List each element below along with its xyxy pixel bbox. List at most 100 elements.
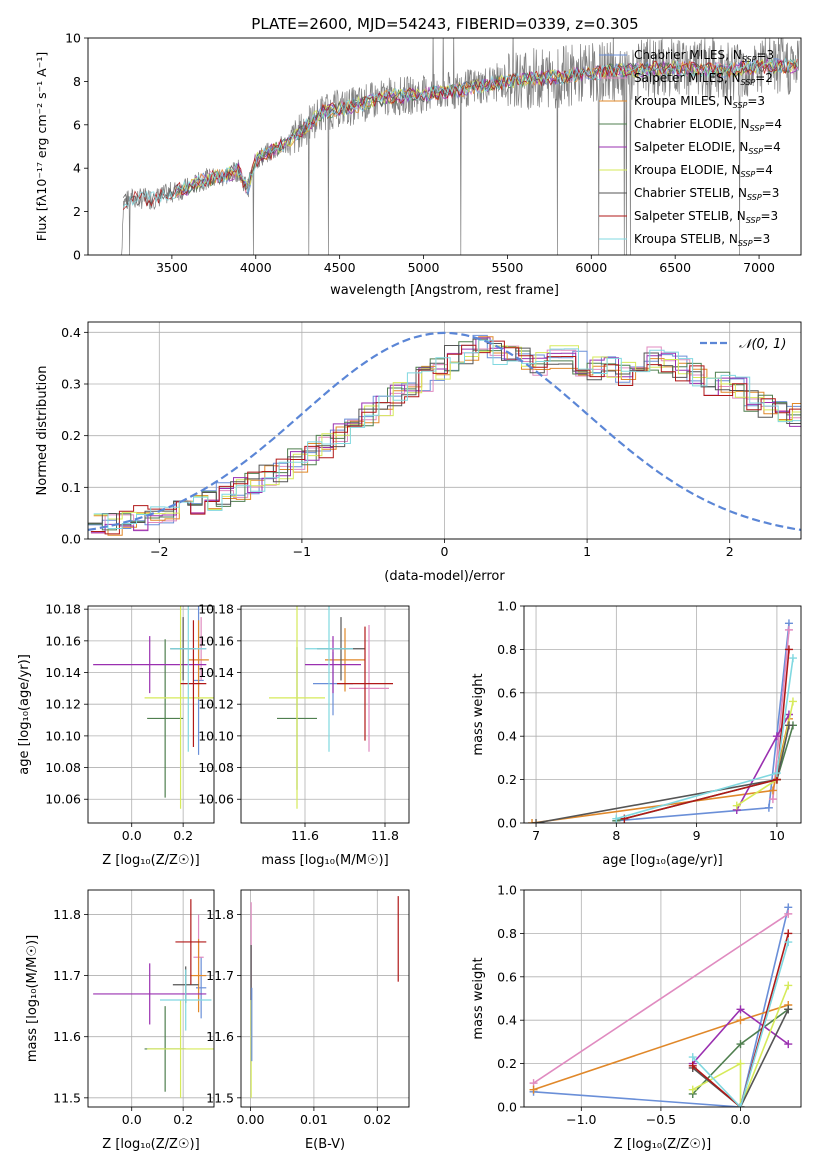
- x-tick-label: −0.5: [646, 1112, 676, 1127]
- mass-weight-marker: [612, 814, 621, 823]
- normal-distribution-curve: [88, 331, 801, 531]
- legend-label: Kroupa MILES, NSSP=3: [634, 94, 765, 110]
- y-axis-label: Normed distribution: [35, 366, 50, 496]
- x-tick-label: 6000: [575, 260, 607, 275]
- axes-frame: [87, 321, 802, 540]
- y-tick-label: 10.12: [198, 697, 234, 712]
- x-tick-label: 2: [726, 544, 734, 559]
- mass-weight-line: [772, 629, 790, 800]
- y-tick-label: 10.16: [45, 633, 81, 648]
- model-spectrum-line: [174, 58, 798, 196]
- axes-frame: [87, 889, 215, 1108]
- mass-weight-marker: [736, 1005, 745, 1014]
- y-tick-label: 0.0: [61, 532, 81, 547]
- x-tick-label: 11.6: [291, 828, 319, 843]
- legend-label: Kroupa STELIB, NSSP=3: [634, 232, 770, 248]
- mass-weight-marker: [768, 795, 777, 804]
- x-axis-label: Z [log₁₀(Z/Z☉)]: [614, 1137, 711, 1152]
- y-tick-label: 10.10: [45, 728, 81, 743]
- y-tick-label: 0.4: [497, 729, 517, 744]
- x-tick-label: 4500: [324, 260, 356, 275]
- y-tick-label: 10.08: [45, 760, 81, 775]
- y-axis-label: mass weight: [471, 673, 486, 755]
- y-tick-label: 11.5: [53, 1090, 81, 1105]
- y-axis-label: Flux [fλ10⁻¹⁷ erg cm⁻² s⁻¹ A⁻¹]: [34, 52, 49, 241]
- y-tick-label: 10.16: [198, 633, 234, 648]
- y-tick-label: 8: [73, 74, 81, 89]
- mass-weight-marker: [784, 1005, 793, 1014]
- legend-label: Salpeter STELIB, NSSP=3: [634, 209, 778, 225]
- x-tick-label: 4000: [240, 260, 272, 275]
- y-tick-label: 2: [73, 204, 81, 219]
- mass-weight-line: [692, 933, 790, 1107]
- y-tick-label: 0.8: [497, 642, 517, 657]
- mass-weight-marker: [764, 803, 773, 812]
- x-axis-label: (data-model)/error: [384, 569, 505, 584]
- y-tick-label: 10.06: [198, 792, 234, 807]
- residuals-panel: −2 −1 0 1 2 0.0 0.1 0.2 0.3 0.4 𝒩(0, 1) (data-model…: [35, 321, 802, 584]
- figure-title: PLATE=2600, MJD=54243, FIBERID=0339, z=0…: [251, 15, 638, 33]
- axes-frame: [87, 37, 802, 256]
- mass-weight-marker: [688, 1053, 697, 1062]
- legend-label: Chabrier ELODIE, NSSP=4: [634, 117, 782, 133]
- x-tick-label: 0.2: [173, 1112, 193, 1127]
- mass-weight-marker: [784, 929, 793, 938]
- y-axis-label: mass weight: [471, 957, 486, 1039]
- y-tick-label: 10.06: [45, 792, 81, 807]
- mass-weight-marker: [529, 1085, 538, 1094]
- x-tick-label: 1: [583, 544, 591, 559]
- x-tick-label: 7: [532, 828, 540, 843]
- residual-histogram-step: [93, 339, 801, 529]
- x-tick-label: 5000: [408, 260, 440, 275]
- mass-weight-marker: [688, 1061, 697, 1070]
- x-tick-label: 11.8: [371, 828, 399, 843]
- y-axis-label: age [log₁₀(age/yr)]: [17, 654, 32, 775]
- y-tick-label: 10.12: [45, 697, 81, 712]
- weight-vs-age-panel: 7 8 9 10 0.0 0.2 0.4 0.6 0.8 1.0 age [log₁₀(age/yr…: [471, 599, 802, 868]
- y-tick-label: 0.0: [497, 1100, 517, 1115]
- mass-weight-marker: [784, 721, 793, 730]
- x-tick-label: −1: [293, 544, 311, 559]
- axes-frame: [87, 605, 215, 824]
- y-tick-label: 11.7: [53, 968, 81, 983]
- y-tick-label: 11.8: [206, 907, 234, 922]
- y-tick-label: 1.0: [497, 599, 517, 614]
- y-tick-label: 0.4: [497, 1013, 517, 1028]
- mass-weight-marker: [736, 1040, 745, 1049]
- x-tick-label: 9: [693, 828, 701, 843]
- x-tick-label: 7000: [743, 260, 775, 275]
- mass-vs-ebv-panel: 0.00 0.01 0.02 11.5 11.6 11.7 11.8 E(B-V): [206, 889, 410, 1152]
- residual-histogram-step: [90, 337, 801, 533]
- y-tick-label: 0.4: [61, 325, 81, 340]
- legend-label: Salpeter MILES, NSSP=2: [634, 71, 773, 87]
- residual-histogram-step: [88, 334, 801, 529]
- y-tick-label: 11.5: [206, 1090, 234, 1105]
- mass-weight-line: [692, 985, 790, 1107]
- x-tick-label: 6500: [659, 260, 691, 275]
- mass-weight-marker: [768, 786, 777, 795]
- y-tick-label: 1.0: [497, 883, 517, 898]
- y-tick-label: 4: [73, 161, 81, 176]
- legend-label: 𝒩(0, 1): [739, 337, 786, 352]
- mass-weight-marker: [788, 654, 797, 663]
- y-tick-label: 0: [73, 248, 81, 263]
- y-tick-label: 11.7: [206, 968, 234, 983]
- mass-weight-marker: [772, 769, 781, 778]
- mass-weight-line: [531, 718, 790, 823]
- y-tick-label: 10.14: [45, 665, 81, 680]
- y-tick-label: 0.0: [497, 816, 517, 831]
- axes-frame: [240, 605, 410, 824]
- mass-weight-marker: [532, 819, 541, 823]
- x-axis-label: age [log₁₀(age/yr)]: [602, 853, 723, 868]
- x-tick-label: 0.0: [122, 828, 142, 843]
- y-tick-label: 11.6: [206, 1029, 234, 1044]
- x-tick-label: 0.02: [363, 1112, 391, 1127]
- axes-frame: [523, 605, 802, 824]
- model-spectrum-line: [122, 57, 798, 208]
- x-tick-label: 5500: [492, 260, 524, 275]
- y-tick-label: 0.1: [61, 480, 81, 495]
- y-tick-label: 10.10: [198, 728, 234, 743]
- mass-weight-line: [533, 907, 790, 1107]
- x-tick-label: 0: [441, 544, 449, 559]
- mass-weight-marker: [784, 645, 793, 654]
